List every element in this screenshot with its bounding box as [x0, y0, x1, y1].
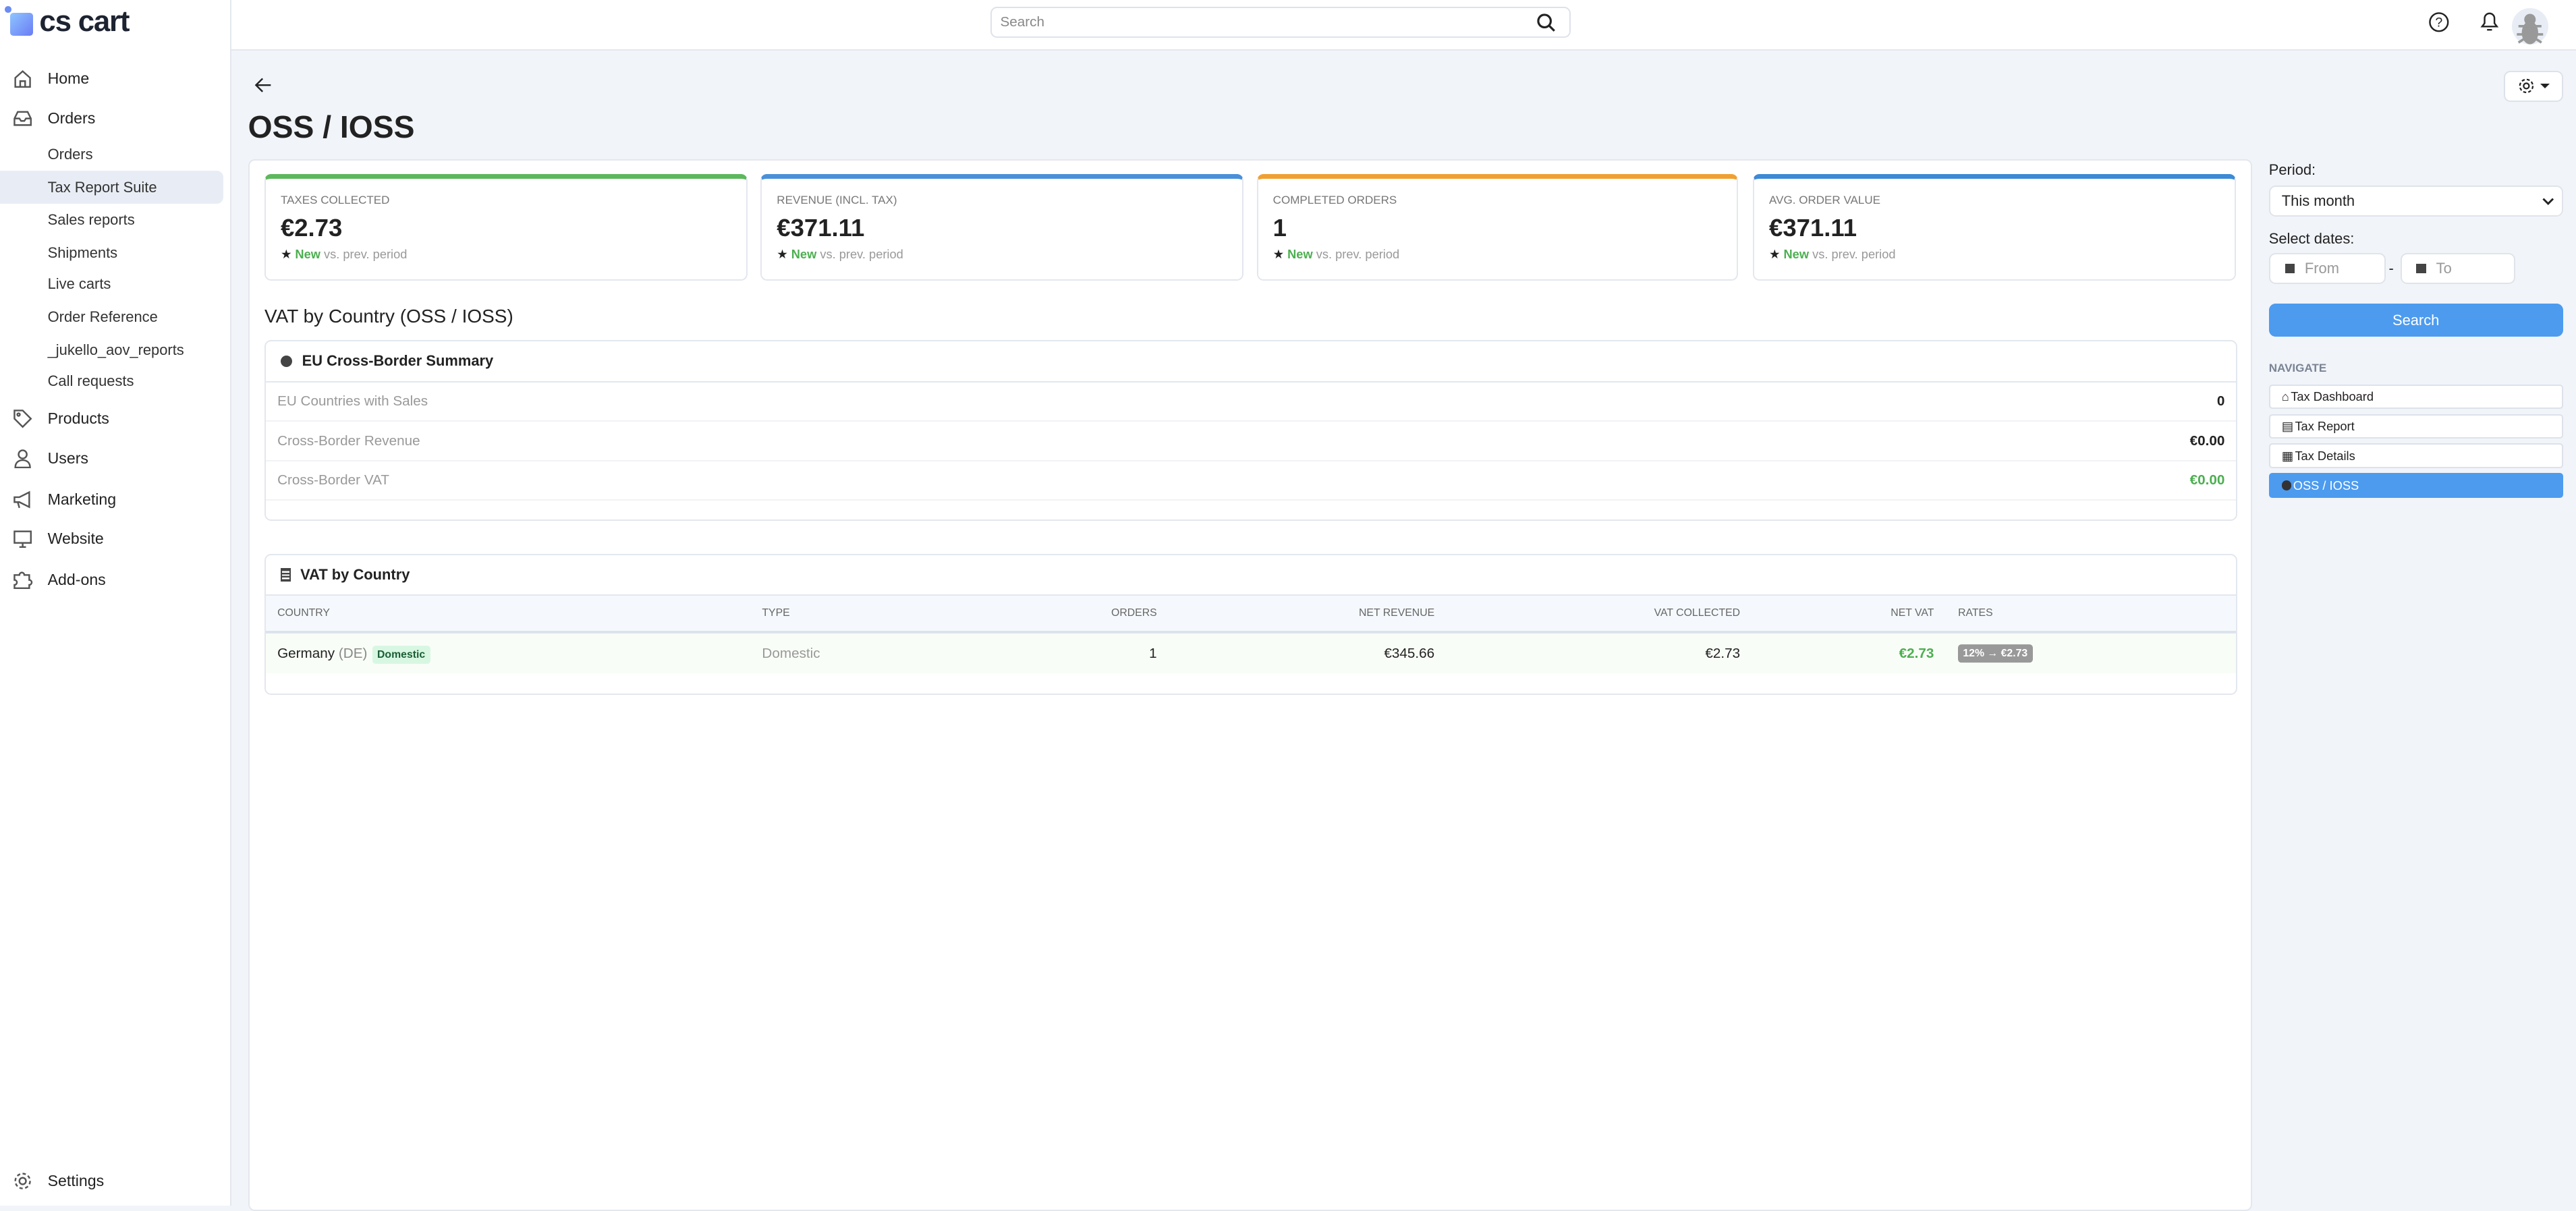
user-icon — [14, 449, 32, 468]
sidebar-item-add-ons[interactable]: Add-ons — [0, 563, 231, 596]
sidebar-sub-shipments[interactable]: Shipments — [47, 244, 118, 261]
globe-icon — [2281, 480, 2292, 490]
period-select[interactable]: This month — [2268, 186, 2563, 217]
sidebar-sub-live-carts[interactable]: Live carts — [47, 275, 111, 293]
kpi-card-aov: Avg. Order Value €371.11 ★ New vs. prev. … — [1753, 174, 2237, 281]
date-to-input[interactable]: To — [2400, 252, 2515, 285]
sidebar-sub-sales-reports[interactable]: Sales reports — [47, 211, 135, 229]
date-from-input[interactable]: From — [2268, 252, 2386, 285]
nav-tax-report[interactable]: ▤ Tax Report — [2268, 414, 2563, 439]
vat-by-country-card: VAT by Country Country Type Orders Net R… — [264, 553, 2238, 695]
summary-row: Cross-Border VAT €0.00 — [266, 461, 2237, 501]
sidebar-item-orders[interactable]: Orders — [0, 102, 231, 135]
nav-tax-dashboard[interactable]: ⌂ Tax Dashboard — [2268, 384, 2563, 410]
summary-row: Cross-Border Revenue €0.00 — [266, 422, 2237, 461]
search-icon[interactable] — [1536, 13, 1556, 32]
search-input[interactable]: Search — [990, 6, 1571, 38]
bell-icon[interactable] — [2479, 10, 2500, 33]
puzzle-icon — [13, 571, 33, 589]
status-badge: Domestic — [372, 645, 430, 664]
sidebar-item-products[interactable]: Products — [0, 403, 231, 436]
kpi-card-taxes: Taxes Collected €2.73 ★ New vs. prev. per… — [264, 174, 748, 281]
rate-badge: 12% → €2.73 — [1958, 644, 2033, 663]
nav-tax-details[interactable]: ▦ Tax Details — [2268, 443, 2563, 468]
settings-dropdown-button[interactable] — [2503, 70, 2563, 102]
summary-row: EU Countries with Sales 0 — [266, 383, 2237, 422]
kpi-card-orders: Completed Orders 1 ★ New vs. prev. period — [1256, 174, 1739, 281]
list-icon: ▤ — [2281, 418, 2294, 433]
page-title: OSS / IOSS — [248, 109, 415, 144]
back-arrow-icon[interactable] — [254, 77, 273, 93]
inbox-icon — [13, 111, 32, 126]
sidebar-item-users[interactable]: Users — [0, 442, 231, 475]
globe-icon — [280, 355, 292, 367]
nav-oss-ioss[interactable]: OSS / IOSS — [2268, 473, 2563, 498]
calendar-icon — [2285, 263, 2295, 274]
star-icon: ★ — [1272, 247, 1285, 262]
sidebar-sub-tax-report-suite[interactable]: Tax Report Suite — [0, 171, 224, 204]
sidebar-sub-order-reference[interactable]: Order Reference — [47, 308, 158, 325]
table-icon — [280, 568, 291, 582]
chevron-down-icon — [2542, 198, 2554, 205]
gear-icon — [14, 1173, 32, 1189]
logo[interactable]: cs cart — [5, 5, 130, 38]
sidebar-item-home[interactable]: Home — [0, 63, 231, 96]
calendar-icon — [2416, 263, 2427, 274]
topbar: Search ? — [231, 0, 2576, 51]
svg-text:?: ? — [2435, 16, 2442, 30]
eu-summary-card: EU Cross-Border Summary EU Countries wit… — [264, 340, 2238, 521]
star-icon: ★ — [280, 247, 292, 262]
table-header: Country Type Orders Net Revenue VAT Coll… — [266, 596, 2237, 634]
grid-icon: ▦ — [2281, 448, 2294, 463]
section-title: VAT by Country (OSS / IOSS) — [264, 305, 513, 327]
sidebar-sub-orders[interactable]: Orders — [47, 145, 93, 163]
logo-icon — [5, 6, 33, 36]
sidebar-item-settings[interactable]: Settings — [0, 1164, 231, 1198]
monitor-icon — [13, 530, 32, 548]
search-button[interactable]: Search — [2268, 304, 2563, 337]
kpi-card-revenue: Revenue (incl. tax) €371.11 ★ New vs. pre… — [760, 174, 1244, 281]
sidebar-sub-jukello-aov-reports[interactable]: _jukello_aov_reports — [47, 341, 184, 358]
sidebar: cs cart Home Orders Orders Tax Report Su… — [0, 0, 232, 1206]
star-icon: ★ — [1769, 247, 1781, 262]
caret-down-icon — [2540, 84, 2550, 93]
bug-avatar-icon — [2517, 13, 2544, 45]
home-icon: ⌂ — [2281, 389, 2289, 404]
megaphone-icon — [13, 490, 31, 509]
gear-icon — [2519, 79, 2533, 94]
sidebar-sub-call-requests[interactable]: Call requests — [47, 372, 134, 389]
avatar[interactable] — [2512, 8, 2548, 45]
tag-icon — [13, 410, 32, 428]
help-icon[interactable]: ? — [2428, 11, 2450, 33]
sidebar-item-website[interactable]: Website — [0, 522, 231, 555]
table-row: Germany (DE) Domestic Domestic 1 €345.66 … — [266, 633, 2237, 673]
home-icon — [14, 70, 32, 88]
sidebar-item-marketing[interactable]: Marketing — [0, 483, 231, 516]
star-icon: ★ — [777, 247, 788, 262]
